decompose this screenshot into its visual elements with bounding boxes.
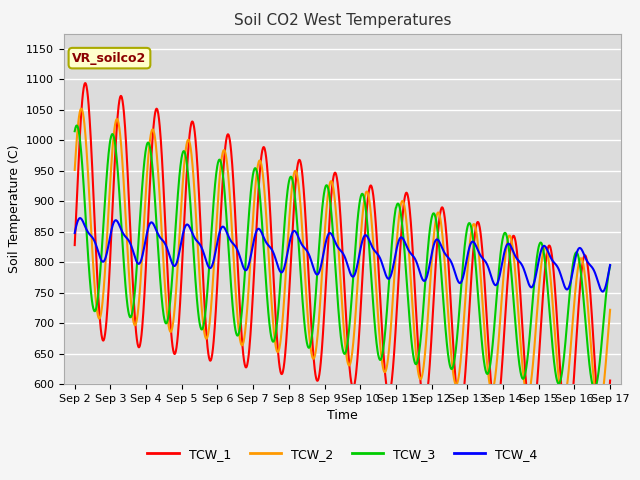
TCW_1 — [606, 378, 614, 384]
TCW_2 — [134, 306, 142, 312]
TCW_4 — [599, 288, 607, 294]
TCW_4 — [298, 242, 306, 248]
TCW_2 — [113, 117, 120, 122]
TCW_3 — [310, 321, 317, 327]
TCW_1 — [71, 242, 79, 248]
TCW_4 — [113, 217, 120, 223]
TCW_3 — [134, 242, 142, 248]
TCW_1 — [310, 351, 317, 357]
TCW_1 — [599, 440, 607, 446]
TCW_2 — [77, 106, 85, 111]
TCW_2 — [71, 167, 79, 173]
TCW_2 — [606, 307, 614, 312]
Line: TCW_1: TCW_1 — [75, 83, 610, 443]
TCW_2 — [310, 356, 317, 361]
TCW_4 — [76, 215, 84, 221]
TCW_4 — [310, 264, 317, 270]
Line: TCW_2: TCW_2 — [75, 108, 610, 409]
TCW_3 — [298, 293, 306, 299]
TCW_2 — [319, 256, 327, 262]
TCW_1 — [113, 129, 120, 135]
TCW_4 — [376, 254, 383, 260]
Line: TCW_3: TCW_3 — [75, 126, 610, 388]
TCW_1 — [81, 80, 89, 86]
TCW_3 — [319, 199, 327, 204]
TCW_4 — [319, 253, 327, 259]
TCW_4 — [134, 261, 142, 267]
TCW_3 — [606, 263, 614, 269]
TCW_3 — [71, 128, 79, 134]
X-axis label: Time: Time — [327, 409, 358, 422]
TCW_3 — [591, 385, 598, 391]
Text: VR_soilco2: VR_soilco2 — [72, 52, 147, 65]
TCW_1 — [319, 331, 327, 337]
TCW_1 — [134, 344, 142, 349]
TCW_4 — [606, 262, 614, 268]
Title: Soil CO2 West Temperatures: Soil CO2 West Temperatures — [234, 13, 451, 28]
TCW_1 — [376, 287, 383, 292]
TCW_3 — [376, 357, 383, 362]
Y-axis label: Soil Temperature (C): Soil Temperature (C) — [8, 144, 20, 273]
TCW_2 — [595, 406, 603, 412]
Legend: TCW_1, TCW_2, TCW_3, TCW_4: TCW_1, TCW_2, TCW_3, TCW_4 — [142, 443, 543, 466]
TCW_3 — [113, 154, 120, 159]
TCW_2 — [376, 336, 383, 342]
TCW_1 — [298, 170, 306, 176]
Line: TCW_4: TCW_4 — [75, 218, 610, 291]
TCW_2 — [298, 227, 306, 233]
TCW_4 — [71, 230, 79, 236]
TCW_3 — [73, 123, 81, 129]
